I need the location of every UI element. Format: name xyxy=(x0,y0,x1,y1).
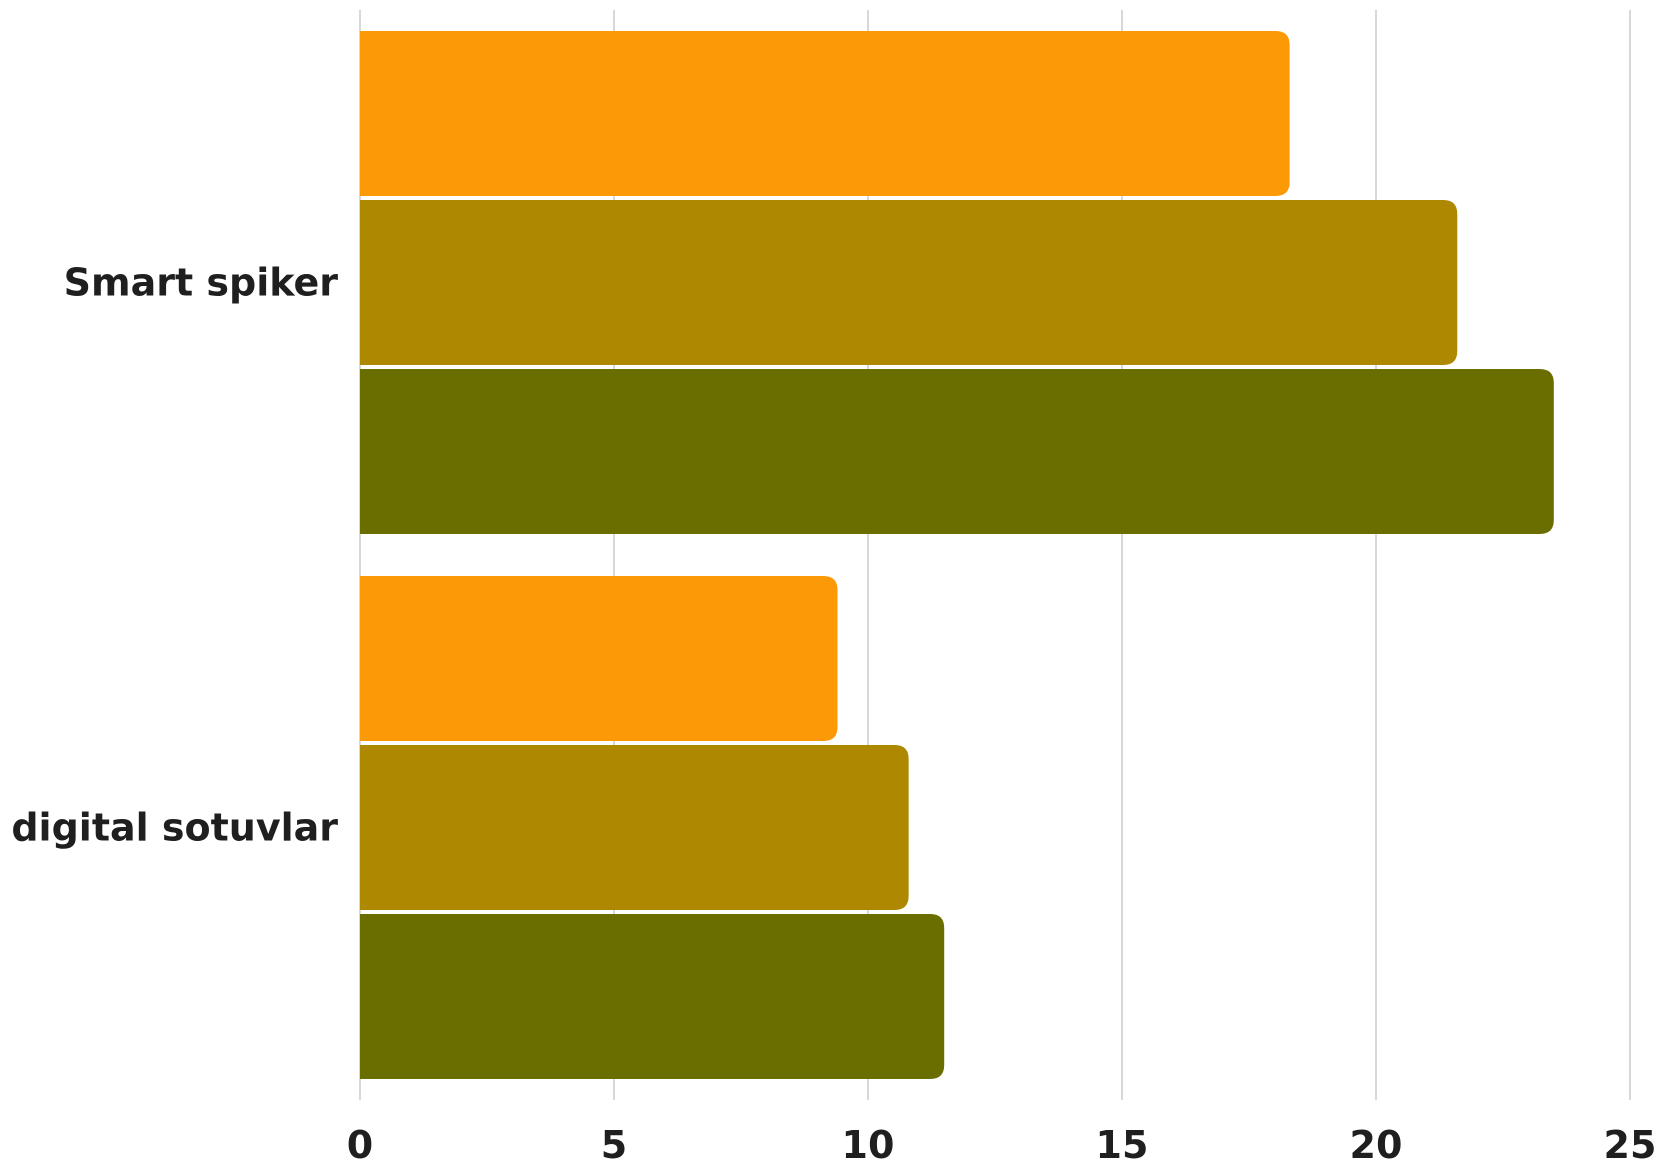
x-tick-label: 0 xyxy=(347,1123,373,1162)
category-label: digital sotuvlar xyxy=(11,806,338,850)
x-tick-label: 20 xyxy=(1350,1123,1403,1162)
x-tick-label: 5 xyxy=(601,1123,627,1162)
x-tick-label: 10 xyxy=(842,1123,895,1162)
x-tick-label: 15 xyxy=(1096,1123,1149,1162)
bar-1-2 xyxy=(360,914,945,1079)
bar-1-0 xyxy=(360,576,838,741)
bar-0-1 xyxy=(360,200,1458,365)
x-axis-ticks: 0 5 10 15 20 25 xyxy=(347,1123,1655,1162)
bars-layer xyxy=(360,31,1554,1079)
bar-0-2 xyxy=(360,369,1554,534)
bar-0-0 xyxy=(360,31,1290,196)
labels-layer: Smart spiker digital sotuvlar xyxy=(11,261,338,850)
bar-1-1 xyxy=(360,745,909,910)
category-label: Smart spiker xyxy=(64,261,339,305)
x-tick-label: 25 xyxy=(1604,1123,1655,1162)
